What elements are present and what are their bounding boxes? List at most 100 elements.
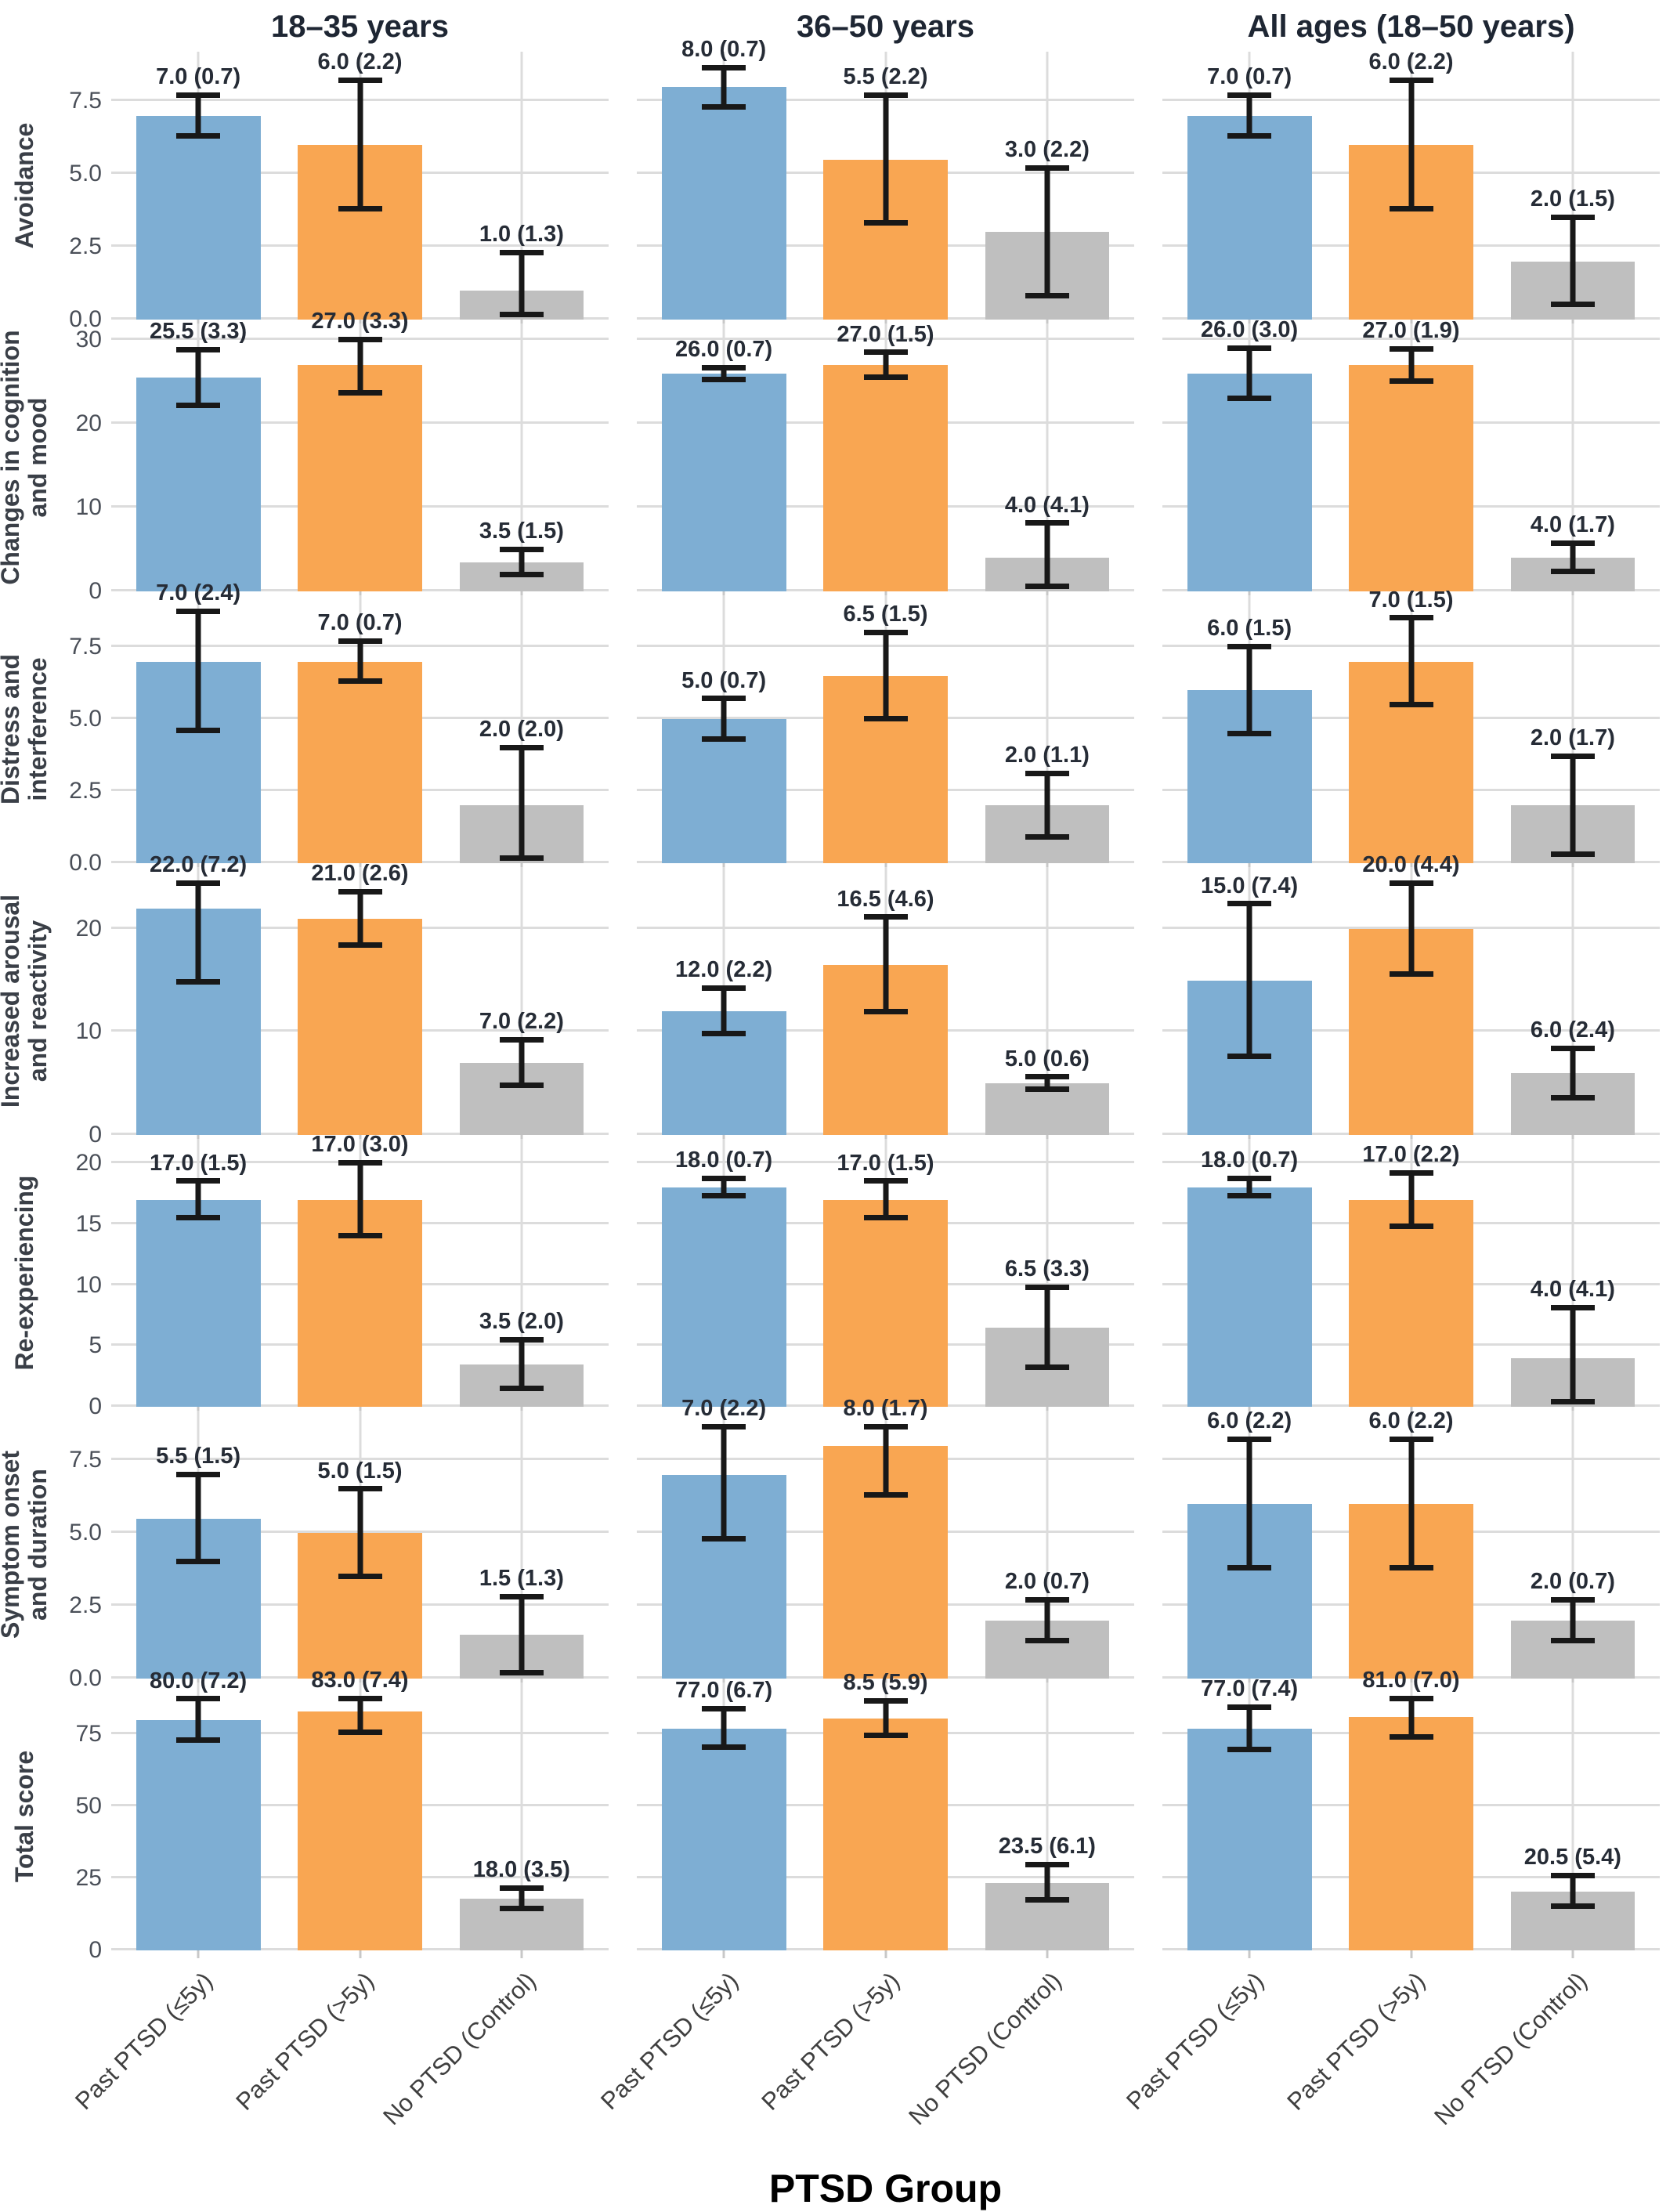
y-tick-label: 10 [75, 1271, 102, 1298]
error-bar [1408, 1698, 1414, 1737]
panel-18-35-years: 7.0 (0.7) 6.0 (2.2) 1.0 (1.3) [111, 49, 609, 327]
facet-column-title-all-ages-18-50-years: All ages (18–50 years) [1247, 9, 1575, 44]
error-bar-cap-bottom [1550, 569, 1595, 575]
x-tick-label-past-ptsd-le5y: Past PTSD (≤5y) [69, 1967, 218, 2116]
error-bar [1044, 1865, 1050, 1901]
error-bar-cap-bottom [702, 103, 746, 110]
y-tick-label: 7.5 [69, 634, 102, 660]
v-gridline [1046, 323, 1049, 591]
error-bar [1044, 523, 1050, 587]
y-tick-label: 0 [89, 578, 102, 604]
panel-18-35-years: 7.0 (2.4) 7.0 (0.7) 2.0 (2.0) [111, 580, 609, 871]
bar-value-label: 25.5 (3.3) [150, 319, 248, 345]
error-bar-cap-bottom [1389, 1223, 1433, 1229]
y-axis-title-cell: Increased arousal and reactivity [0, 867, 52, 1135]
error-bar [357, 81, 363, 209]
error-bar [721, 367, 727, 380]
y-axis-title-cell: Avoidance [0, 52, 49, 320]
y-tick-label: 25 [75, 1865, 102, 1892]
v-gridline [520, 52, 523, 320]
y-tick-label: 2.5 [69, 233, 102, 260]
x-tick-label-past-ptsd-le5y: Past PTSD (≤5y) [595, 1967, 743, 2116]
panel-18-35-years: 5.5 (1.5) 5.0 (1.5) 1.5 (1.3) [111, 1411, 609, 1686]
bar-value-label: 6.0 (2.2) [317, 49, 403, 75]
error-bar [519, 1339, 525, 1389]
error-bar-cap-bottom [1025, 833, 1069, 840]
error-bar [1246, 349, 1252, 399]
error-bar-cap-top [1550, 214, 1595, 220]
error-bar [883, 1181, 888, 1219]
y-tick-labels: 0.0 2.5 5.0 7.5 [49, 1411, 111, 1691]
error-bar [195, 95, 201, 136]
bar-value-label: 2.0 (1.5) [1530, 186, 1615, 212]
bar-value-label: 5.5 (1.5) [156, 1443, 241, 1469]
bar-value-label: 6.0 (1.5) [1207, 616, 1292, 642]
error-bar-cap-top [499, 1336, 544, 1343]
y-axis-title-cell: Re-experiencing [0, 1139, 49, 1407]
error-bar-cap-top [176, 347, 221, 353]
facet-row-symptom-onset-and-duration: Symptom onset and duration 0.0 2.5 5.0 7.5 5.… [0, 1396, 1677, 1691]
error-bar [519, 1888, 525, 1909]
y-axis-title-cell: Changes in cognition and mood [0, 323, 52, 591]
bar-value-label: 7.0 (2.4) [156, 580, 241, 605]
bar-value-label: 81.0 (7.0) [1362, 1667, 1460, 1693]
bar-value-label: 3.0 (2.2) [1004, 136, 1090, 162]
error-bar-cap-top [863, 629, 908, 635]
bar-value-label: 6.5 (1.5) [843, 601, 928, 627]
error-bar-cap-bottom [1227, 1747, 1272, 1753]
facet-column-title-18-35-years: 18–35 years [271, 9, 449, 44]
error-bar [1408, 1440, 1414, 1568]
bar-past-ptsd-le5y [136, 1719, 261, 1950]
error-bar [721, 1426, 727, 1539]
error-bar-cap-top [338, 78, 382, 84]
error-bar [1044, 168, 1050, 297]
v-gridline [520, 1411, 523, 1679]
panel-all-ages-18-50-years: 15.0 (7.4) 20.0 (4.4) 6.0 (2.4) [1162, 852, 1660, 1143]
error-bar [1044, 1287, 1050, 1368]
error-bar [195, 883, 201, 983]
error-bar-cap-bottom [499, 1082, 544, 1088]
bar-value-label: 5.0 (0.6) [1004, 1046, 1090, 1072]
bar-past-ptsd-le5y [661, 374, 786, 591]
error-bar [721, 1709, 727, 1748]
bar-value-label: 3.5 (2.0) [479, 1308, 564, 1334]
y-tick-label: 10 [75, 1018, 102, 1045]
error-bar [357, 339, 363, 393]
error-bar [721, 67, 727, 107]
y-tick-label: 15 [75, 1210, 102, 1237]
bar-value-label: 18.0 (0.7) [675, 1148, 773, 1173]
error-bar-cap-top [863, 92, 908, 98]
error-bar-cap-top [863, 1423, 908, 1429]
x-tick-label-past-ptsd-gt5y: Past PTSD (>5y) [1281, 1967, 1431, 2116]
x-axis-tick-labels: Past PTSD (≤5y) Past PTSD (>5y) No PTSD (C… [70, 1954, 1677, 2164]
x-tick-label-past-ptsd-le5y: Past PTSD (≤5y) [1120, 1967, 1269, 2116]
error-bar-cap-bottom [702, 1744, 746, 1751]
bar-past-ptsd-le5y [136, 1199, 261, 1407]
bar-past-ptsd-le5y [1187, 374, 1312, 591]
bar-value-label: 15.0 (7.4) [1201, 873, 1299, 898]
error-bar-cap-bottom [702, 736, 746, 742]
error-bar-cap-top [1227, 644, 1272, 650]
error-bar [1044, 1077, 1050, 1090]
v-gridline [1571, 1682, 1574, 1950]
bar-value-label: 18.0 (0.7) [1201, 1148, 1299, 1173]
panel-18-35-years: 80.0 (7.2) 83.0 (7.4) 18.0 (3.5) [111, 1668, 609, 1958]
error-bar-cap-top [702, 1706, 746, 1712]
error-bar [883, 1701, 888, 1736]
error-bar [357, 1489, 363, 1577]
v-gridline [1046, 595, 1049, 863]
error-bar-cap-bottom [1227, 396, 1272, 402]
bar-value-label: 12.0 (2.2) [675, 957, 773, 983]
error-bar [1570, 1875, 1576, 1907]
bar-value-label: 6.0 (2.2) [1207, 1408, 1292, 1434]
v-gridline [520, 323, 523, 591]
v-gridline [1571, 323, 1574, 591]
x-tick-label-past-ptsd-gt5y: Past PTSD (>5y) [230, 1967, 380, 2116]
error-bar-cap-top [863, 1698, 908, 1704]
error-bar-cap-top [499, 546, 544, 552]
error-bar [357, 1163, 363, 1237]
v-gridline [1571, 595, 1574, 863]
error-bar-cap-top [176, 1471, 221, 1477]
panel-18-35-years: 25.5 (3.3) 27.0 (3.3) 3.5 (1.5) [111, 309, 609, 599]
error-bar-cap-bottom [338, 678, 382, 685]
